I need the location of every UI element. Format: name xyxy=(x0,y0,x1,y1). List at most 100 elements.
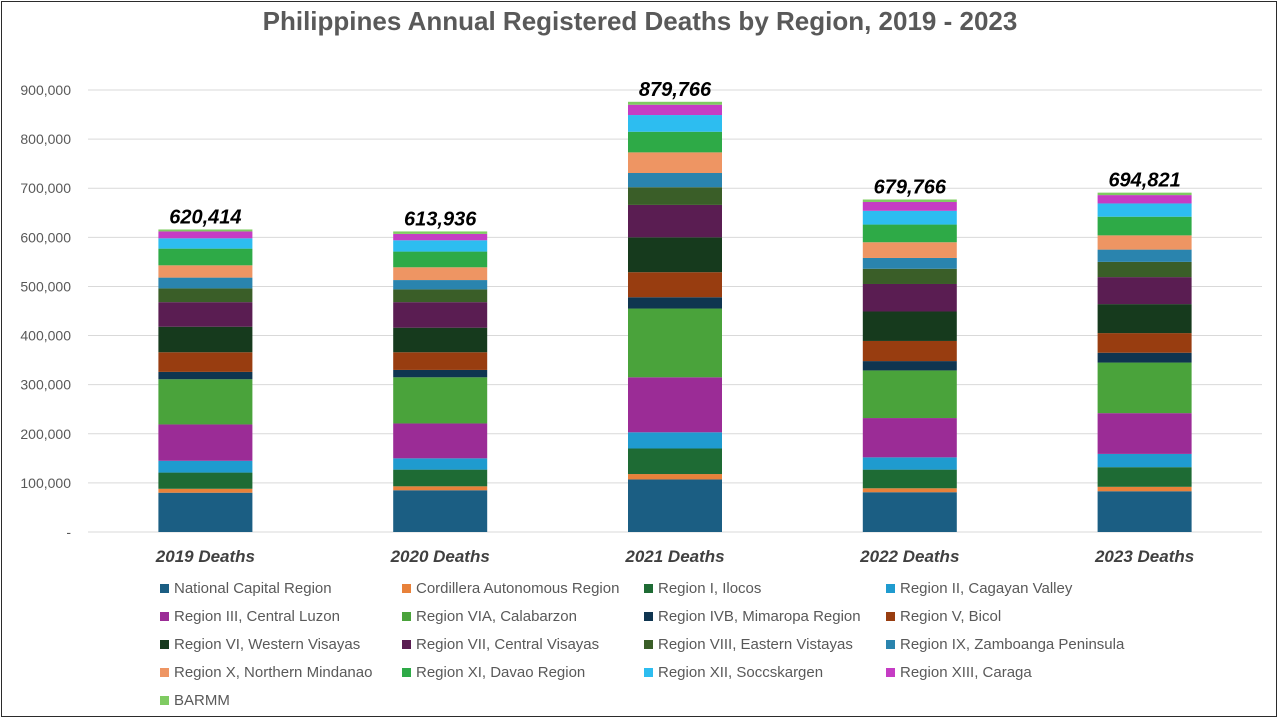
bar-segment xyxy=(628,474,722,480)
chart-title: Philippines Annual Registered Deaths by … xyxy=(262,6,1018,36)
bar-segment xyxy=(393,280,488,290)
bar-segment xyxy=(862,340,957,362)
y-tick-label: 700,000 xyxy=(20,180,71,196)
bar-segment xyxy=(1097,195,1192,204)
bar-segment xyxy=(628,432,722,449)
bar-segment xyxy=(862,224,957,243)
bar-segment xyxy=(862,283,957,312)
bar-segment xyxy=(158,326,253,353)
x-tick-label: 2023 Deaths xyxy=(1094,547,1194,566)
legend-label: Region X, Northern Mindanao xyxy=(174,663,373,681)
bar-segment xyxy=(1097,277,1192,305)
bar-segment xyxy=(158,288,253,303)
y-tick-label: 100,000 xyxy=(20,475,71,491)
bar-segment xyxy=(1097,249,1192,262)
bar-segment xyxy=(628,308,722,378)
bar-segment xyxy=(862,201,957,211)
bar-segment xyxy=(393,327,488,353)
x-tick-label: 2020 Deaths xyxy=(390,547,490,566)
bar-segment xyxy=(393,302,488,328)
bar-segment xyxy=(862,210,957,225)
legend-item: Region VIII, Eastern Vistayas xyxy=(644,634,886,654)
legend-swatch xyxy=(402,639,411,649)
legend-swatch xyxy=(402,667,411,677)
bar-segment xyxy=(862,492,957,532)
legend-label: Region II, Cagayan Valley xyxy=(900,579,1073,597)
legend-item: Region XII, Soccskargen xyxy=(644,662,886,682)
bar-total-label: 620,414 xyxy=(169,206,241,228)
bar-total-label: 613,936 xyxy=(404,208,477,230)
bar-segment xyxy=(393,369,488,378)
bar-segment xyxy=(1097,486,1192,492)
y-tick-label: - xyxy=(66,524,71,540)
bar-segment xyxy=(158,472,253,489)
bar-segment xyxy=(862,268,957,284)
bar-segment xyxy=(158,238,253,249)
bar-segment xyxy=(862,469,957,489)
legend-swatch xyxy=(886,667,895,677)
legend-label: Region V, Bicol xyxy=(900,607,1002,625)
legend-swatch xyxy=(644,583,653,593)
bar-segment xyxy=(1097,261,1192,278)
bar-segment xyxy=(393,233,488,241)
legend-swatch xyxy=(160,695,169,705)
legend-item: Region II, Cagayan Valley xyxy=(886,578,1128,598)
legend-label: Region VIII, Eastern Vistayas xyxy=(658,635,853,653)
bar-segment xyxy=(1097,192,1192,196)
bar-segment xyxy=(628,237,722,273)
legend-item: Region VIA, Calabarzon xyxy=(402,606,644,626)
legend-item: Region XIII, Caraga xyxy=(886,662,1128,682)
bar-segment xyxy=(628,479,722,532)
legend-swatch xyxy=(644,639,653,649)
y-tick-label: 900,000 xyxy=(20,82,71,98)
bar-segment xyxy=(862,370,957,419)
legend-label: Region XI, Davao Region xyxy=(416,663,586,681)
bar-segment xyxy=(393,469,488,487)
bar-segment xyxy=(393,251,488,268)
legend-swatch xyxy=(402,611,411,621)
x-tick-label: 2022 Deaths xyxy=(859,547,959,566)
legend-swatch xyxy=(160,611,169,621)
bar-segment xyxy=(1097,362,1192,414)
legend-item: Region VII, Central Visayas xyxy=(402,634,644,654)
legend-label: Region VII, Central Visayas xyxy=(416,635,600,653)
legend-item: BARMM xyxy=(160,690,402,710)
bar-segment xyxy=(393,352,488,370)
legend-swatch xyxy=(886,611,895,621)
legend-label: Region VIA, Calabarzon xyxy=(416,607,577,625)
bar-segment xyxy=(393,458,488,470)
bar-segment xyxy=(158,277,253,289)
legend-swatch xyxy=(160,639,169,649)
bar-segment xyxy=(628,448,722,475)
bar-segment xyxy=(1097,467,1192,487)
legend-label: Region I, Ilocos xyxy=(658,579,762,597)
legend-item: Region III, Central Luzon xyxy=(160,606,402,626)
legend-label: Region IX, Zamboanga Peninsula xyxy=(900,635,1125,653)
bar-segment xyxy=(628,187,722,205)
bar-segment xyxy=(158,460,253,473)
bar-segment xyxy=(393,486,488,491)
bar-segment xyxy=(628,172,722,188)
bar-segment xyxy=(158,302,253,327)
bar-segment xyxy=(393,377,488,424)
legend-item: Region IX, Zamboanga Peninsula xyxy=(886,634,1128,654)
legend-item: Region X, Northern Mindanao xyxy=(160,662,402,682)
legend-item: Region XI, Davao Region xyxy=(402,662,644,682)
legend-swatch xyxy=(160,667,169,677)
bar-segment xyxy=(158,265,253,278)
y-tick-label: 800,000 xyxy=(20,131,71,147)
bar-segment xyxy=(862,311,957,341)
legend-label: Region III, Central Luzon xyxy=(174,607,340,625)
bar-segment xyxy=(158,231,253,239)
chart-legend: National Capital Region Cordillera Autono… xyxy=(160,578,1160,710)
bar-total-label: 694,821 xyxy=(1108,170,1180,192)
legend-item: Region I, Ilocos xyxy=(644,578,886,598)
bar-segment xyxy=(1097,235,1192,250)
bar-segment xyxy=(862,488,957,493)
bar-segment xyxy=(862,457,957,470)
legend-swatch xyxy=(644,611,653,621)
y-tick-label: 300,000 xyxy=(20,377,71,393)
y-tick-label: 400,000 xyxy=(20,328,71,344)
bar-segment xyxy=(158,492,253,532)
x-tick-label: 2019 Deaths xyxy=(155,547,255,566)
